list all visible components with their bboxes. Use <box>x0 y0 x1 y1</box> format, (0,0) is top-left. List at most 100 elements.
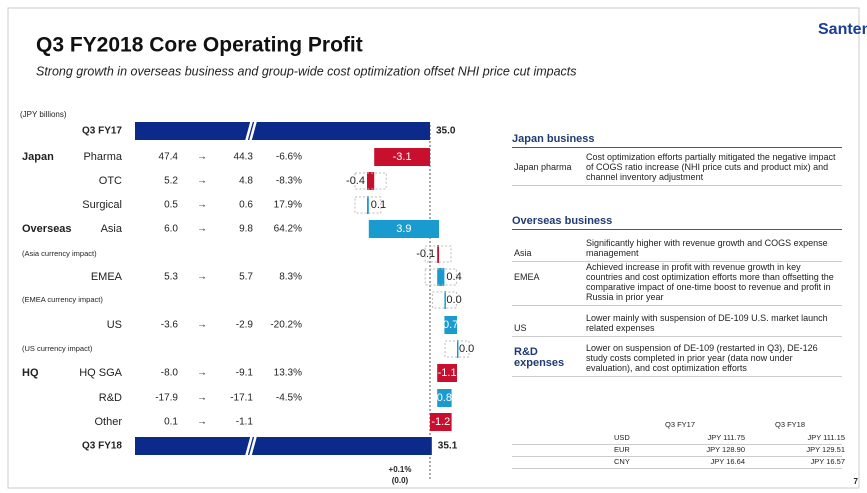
prev: 5.3 <box>164 272 178 283</box>
change-label: -0.4 <box>346 175 365 187</box>
fx-value: JPY 111.75 <box>707 433 745 442</box>
curr: -17.1 <box>230 393 253 404</box>
item-text: Lower mainly with suspension of DE-109 U… <box>586 313 828 333</box>
fx-header: Q3 FY17 <box>664 420 695 429</box>
change-label: -1.1 <box>438 367 457 379</box>
arrow: → <box>197 224 207 235</box>
change-bar <box>437 268 445 286</box>
arrow: → <box>197 176 207 187</box>
change-label: 0.0 <box>446 294 461 306</box>
group-label: Overseas <box>22 223 72 235</box>
group-label: HQ <box>22 367 39 379</box>
change-bar <box>444 316 457 334</box>
curr: 0.6 <box>239 200 253 211</box>
change-bar <box>374 148 430 166</box>
arrow: → <box>197 320 207 331</box>
label-box <box>424 245 452 263</box>
item-label: Asia <box>514 248 532 258</box>
change-label: 0.0 <box>459 343 474 355</box>
fx-value: JPY 128.90 <box>706 445 745 454</box>
prev: 0.1 <box>164 417 178 428</box>
page-number: 7 <box>854 477 859 486</box>
pct: -20.2% <box>270 320 302 331</box>
item-label: US <box>514 323 527 333</box>
curr: -2.9 <box>236 320 254 331</box>
change-label: 0.7 <box>443 319 458 331</box>
section-header: Overseas business <box>512 215 842 230</box>
prev: -8.0 <box>161 368 179 379</box>
change-label: 3.9 <box>396 223 411 235</box>
sub-label: (EMEA currency impact) <box>22 295 103 304</box>
change-label: 0.4 <box>446 271 461 283</box>
change-bar <box>430 413 452 431</box>
arrow: → <box>197 272 207 283</box>
row-rule <box>512 444 842 445</box>
curr: -1.1 <box>236 417 254 428</box>
curr: 5.7 <box>239 272 253 283</box>
change-bar <box>457 340 459 358</box>
row-rule <box>512 376 842 377</box>
item-label: R&D expenses <box>514 346 565 369</box>
change-bar <box>437 245 439 263</box>
unit: (JPY billions) <box>20 110 67 119</box>
row-rule <box>512 336 842 337</box>
arrow: → <box>197 368 207 379</box>
row-label: R&D <box>99 392 122 404</box>
prev: 5.2 <box>164 176 178 187</box>
change-label: -3.1 <box>393 151 412 163</box>
item-label: Japan pharma <box>514 162 572 172</box>
label-box <box>431 291 457 309</box>
row-label: HQ SGA <box>79 367 122 379</box>
change-bar <box>367 196 369 214</box>
pct: -8.3% <box>276 176 302 187</box>
change-bar <box>444 291 446 309</box>
change-bar <box>437 364 457 382</box>
change-label: 0.1 <box>371 199 386 211</box>
row-label: OTC <box>99 175 122 187</box>
arrow: → <box>197 417 207 428</box>
fx-code: USD <box>614 433 630 442</box>
arrow: → <box>197 152 207 163</box>
curr: 4.8 <box>239 176 253 187</box>
logo: Santen <box>818 21 867 38</box>
subtitle: Strong growth in overseas business and g… <box>36 64 577 78</box>
row-rule <box>512 261 842 262</box>
curr: 9.8 <box>239 224 253 235</box>
fx-code: EUR <box>614 445 630 454</box>
label-box <box>444 340 470 358</box>
title: Q3 FY2018 Core Operating Profit <box>36 34 363 57</box>
change-bar <box>367 172 375 190</box>
change-bar <box>437 389 452 407</box>
frame <box>7 7 860 489</box>
footer: (0.0) <box>392 476 409 485</box>
row-label: Pharma <box>83 151 122 163</box>
base-value: 35.0 <box>436 126 456 137</box>
item-label: EMEA <box>514 272 540 282</box>
group-label: Japan <box>22 151 54 163</box>
pct: 13.3% <box>274 368 302 379</box>
row-label: Surgical <box>82 199 122 211</box>
row-label: Q3 FY17 <box>82 126 122 137</box>
prev: 6.0 <box>164 224 178 235</box>
change-label: -1.2 <box>431 416 450 428</box>
row-label: EMEA <box>91 271 123 283</box>
change-bar <box>368 220 439 238</box>
row-rule <box>512 456 842 457</box>
sub-label: (Asia currency impact) <box>22 249 97 258</box>
axis-break <box>244 119 258 143</box>
item-text: Significantly higher with revenue growth… <box>586 238 828 258</box>
fx-value: JPY 16.64 <box>710 457 745 466</box>
curr: 44.3 <box>234 152 254 163</box>
pct: -6.6% <box>276 152 302 163</box>
item-text: Cost optimization efforts partially miti… <box>586 152 836 182</box>
row-rule <box>512 468 842 469</box>
prev: 0.5 <box>164 200 178 211</box>
change-label: 0.8 <box>437 392 452 404</box>
prev: -17.9 <box>155 393 178 404</box>
pct: 8.3% <box>279 272 302 283</box>
fx-value: JPY 129.51 <box>806 445 845 454</box>
change-label: -0.1 <box>416 248 435 260</box>
item-text: Lower on suspension of DE-109 (restarted… <box>586 343 818 373</box>
